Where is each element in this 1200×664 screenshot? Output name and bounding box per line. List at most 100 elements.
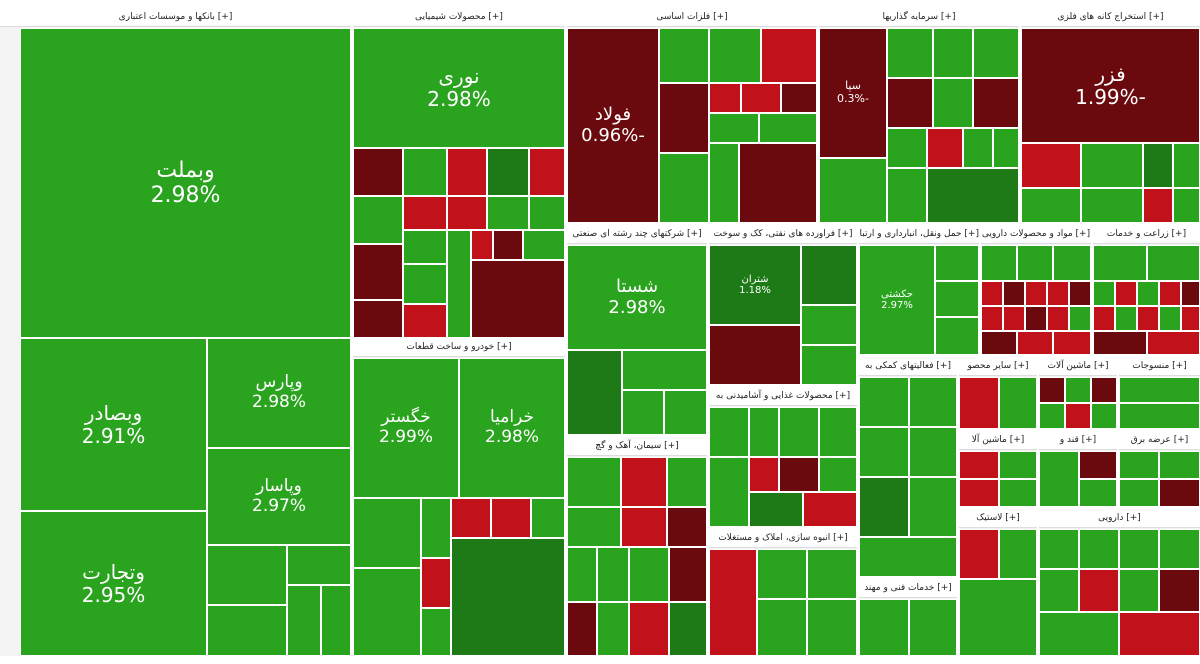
tile-small[interactable]	[959, 579, 1037, 656]
tile-small[interactable]	[779, 407, 819, 457]
tile-small[interactable]	[709, 83, 741, 113]
tile-small[interactable]	[935, 245, 979, 281]
tile-vtejarat[interactable]: وتجارت 2.95%	[20, 511, 207, 656]
tile-small[interactable]	[487, 196, 529, 230]
tile-small[interactable]	[659, 28, 709, 83]
tile-small[interactable]	[421, 498, 451, 558]
tile-small[interactable]	[421, 558, 451, 608]
tile-small[interactable]	[471, 230, 493, 260]
sector-auto[interactable]: [+] خودرو و ساخت قطعات خگستر 2.99% خرامي…	[353, 338, 565, 656]
tile-small[interactable]	[973, 78, 1019, 128]
tile-small[interactable]	[1143, 188, 1173, 223]
sector-header[interactable]: [+] انبوه سازی، املاک و مستغلات	[709, 529, 857, 548]
sector-engineering[interactable]: [+] محصولات غذایی و آشامیدنی به	[709, 387, 857, 527]
tile-small[interactable]	[935, 281, 979, 317]
tile-small[interactable]	[1159, 281, 1181, 306]
sector-misc3[interactable]: [+] عرضه برق	[1119, 431, 1200, 507]
sector-header[interactable]: [+] خودرو و ساخت قطعات	[353, 338, 565, 357]
tile-small[interactable]	[1159, 479, 1200, 507]
tile-small[interactable]	[779, 457, 819, 492]
sector-header[interactable]: [+] فراورده های نفتی، کک و سوخت	[709, 225, 857, 244]
tile-small[interactable]	[933, 28, 973, 78]
tile-shebandar[interactable]: شتران 1.18%	[709, 245, 801, 325]
tile-small[interactable]	[1159, 451, 1200, 479]
sector-header[interactable]: [+] ماشین آلات	[1039, 357, 1117, 376]
sector-header[interactable]: [+] محصولات غذایی و آشامیدنی به	[709, 387, 857, 406]
tile-small[interactable]	[1119, 377, 1200, 403]
tile-small[interactable]	[1091, 377, 1117, 403]
sector-header[interactable]: [+] عرضه برق	[1119, 431, 1200, 450]
tile-small[interactable]	[757, 549, 807, 599]
tile-small[interactable]	[1091, 403, 1117, 429]
tile-small[interactable]	[981, 306, 1003, 331]
tile-small[interactable]	[1069, 306, 1091, 331]
tile-small[interactable]	[1069, 281, 1091, 306]
tile-small[interactable]	[1017, 245, 1053, 281]
sector-header[interactable]: [+] لاستیک	[959, 509, 1037, 528]
tile-small[interactable]	[1081, 188, 1143, 223]
tile-small[interactable]	[403, 304, 447, 338]
tile-small[interactable]	[959, 451, 999, 479]
sector-misc1[interactable]: [+] سایر محصو	[959, 357, 1037, 429]
tile-small[interactable]	[353, 244, 403, 300]
tile-small[interactable]	[887, 168, 927, 223]
tile-small[interactable]	[1143, 143, 1173, 188]
tile-small[interactable]	[807, 549, 857, 599]
tile-small[interactable]	[1025, 306, 1047, 331]
sector-misc7[interactable]: [+] خدمات فنی و مهند	[859, 579, 957, 656]
sector-misc6[interactable]: [+] منسوجات	[1119, 357, 1200, 429]
tile-small[interactable]	[909, 427, 957, 477]
sector-header[interactable]: [+] شرکتهای چند رشته ای صنعتی	[567, 225, 707, 244]
tile-small[interactable]	[999, 529, 1037, 579]
tile-small[interactable]	[887, 28, 933, 78]
tile-small[interactable]	[1181, 306, 1200, 331]
sector-header[interactable]: [+] فلزات اساسی	[567, 8, 817, 27]
tile-small[interactable]	[1065, 377, 1091, 403]
tile-small[interactable]	[1119, 403, 1200, 429]
tile-small[interactable]	[999, 377, 1037, 429]
tile-small[interactable]	[959, 529, 999, 579]
tile-small[interactable]	[1173, 188, 1200, 223]
tile-small[interactable]	[1081, 143, 1143, 188]
tile-small[interactable]	[859, 427, 909, 477]
tile-small[interactable]	[1079, 529, 1119, 569]
tile-small[interactable]	[709, 113, 759, 143]
tile-small[interactable]	[887, 128, 927, 168]
tile-small[interactable]	[1137, 281, 1159, 306]
tile-small[interactable]	[529, 148, 565, 196]
tile-small[interactable]	[819, 158, 887, 223]
sector-misc9[interactable]: [+] دارویی	[1039, 509, 1200, 656]
tile-small[interactable]	[887, 78, 933, 128]
tile-small[interactable]	[1039, 403, 1065, 429]
tile-small[interactable]	[981, 331, 1017, 355]
tile-small[interactable]	[981, 281, 1003, 306]
tile-small[interactable]	[1093, 281, 1115, 306]
tile-small[interactable]	[933, 78, 973, 128]
tile-small[interactable]	[927, 128, 963, 168]
tile-small[interactable]	[629, 547, 669, 602]
tile-small[interactable]	[664, 390, 707, 435]
tile-small[interactable]	[1115, 306, 1137, 331]
tile-small[interactable]	[803, 492, 857, 527]
tile-small[interactable]	[993, 128, 1019, 168]
sector-header[interactable]: [+] سرمایه گذاریها	[819, 8, 1019, 27]
sector-header[interactable]: [+] دارویی	[1039, 509, 1200, 528]
tile-small[interactable]	[597, 602, 629, 656]
sector-header[interactable]: [+] سیمان، آهک و گچ	[567, 437, 707, 456]
tile-small[interactable]	[935, 317, 979, 355]
tile-small[interactable]	[1039, 612, 1119, 656]
tile-small[interactable]	[709, 407, 749, 457]
tile-small[interactable]	[523, 230, 565, 260]
tile-small[interactable]	[1047, 281, 1069, 306]
tile-small[interactable]	[207, 605, 287, 656]
tile-small[interactable]	[659, 153, 709, 223]
tile-small[interactable]	[567, 350, 622, 435]
sector-multi[interactable]: [+] شرکتهای چند رشته ای صنعتی شستا 2.98%	[567, 225, 707, 435]
tile-small[interactable]	[1039, 377, 1065, 403]
tile-small[interactable]	[567, 602, 597, 656]
tile-small[interactable]	[801, 245, 857, 305]
tile-small[interactable]	[403, 264, 447, 304]
tile-small[interactable]	[1093, 306, 1115, 331]
tile-small[interactable]	[859, 477, 909, 537]
sector-mineral[interactable]: [+] فراورده های نفتی، کک و سوخت شتران 1.…	[709, 225, 857, 385]
